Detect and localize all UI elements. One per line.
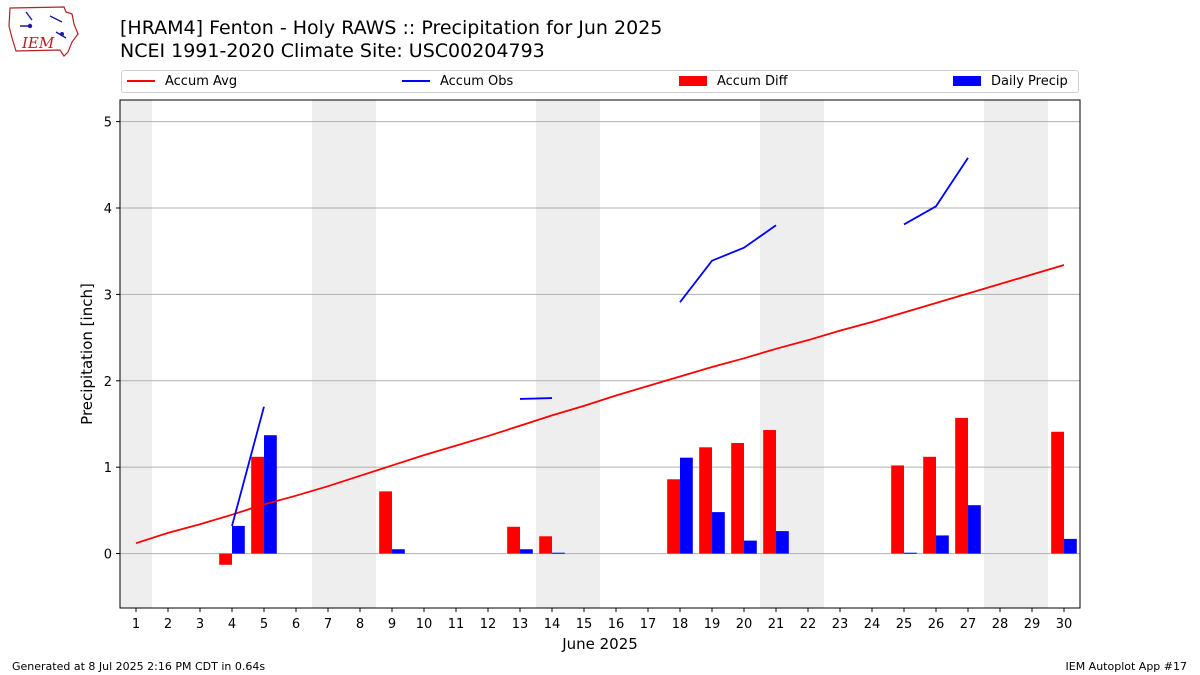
y-tick-label: 1 <box>104 461 112 476</box>
y-tick-label: 2 <box>104 375 112 390</box>
chart-legend: Accum Avg Accum Obs Accum Diff Daily Pre… <box>121 70 1079 93</box>
x-tick-label: 1 <box>132 617 140 632</box>
x-tick-label: 12 <box>480 617 497 632</box>
x-tick-label: 15 <box>576 617 593 632</box>
x-tick-label: 19 <box>704 617 721 632</box>
iem-logo-icon: IEM <box>8 6 79 57</box>
y-tick-label: 5 <box>104 116 112 131</box>
bar-daily-precip <box>392 549 405 554</box>
legend-item-accum-avg: Accum Avg <box>127 74 237 90</box>
legend-swatch-accum-diff <box>679 75 707 86</box>
x-tick-label: 3 <box>196 617 204 632</box>
x-tick-label: 24 <box>864 617 881 632</box>
bar-accum-diff <box>667 479 680 554</box>
bar-daily-precip <box>680 457 693 554</box>
footer-app-text: IEM Autoplot App #17 <box>1065 660 1188 673</box>
bar-daily-precip <box>968 505 981 554</box>
x-tick-label: 13 <box>512 617 529 632</box>
x-tick-label: 8 <box>356 617 364 632</box>
x-tick-label: 30 <box>1056 617 1073 632</box>
legend-label-daily-precip: Daily Precip <box>991 74 1068 89</box>
bar-accum-diff <box>507 526 520 554</box>
bar-daily-precip <box>936 535 949 554</box>
legend-swatch-accum-obs <box>402 79 430 82</box>
bar-accum-diff <box>763 430 776 554</box>
line-accum-obs <box>903 157 969 226</box>
legend-label-accum-avg: Accum Avg <box>165 74 238 89</box>
weekend-band <box>984 100 1016 608</box>
bar-daily-precip <box>776 531 789 554</box>
bar-daily-precip <box>264 435 277 554</box>
x-tick-label: 23 <box>832 617 849 632</box>
x-tick-label: 11 <box>448 617 465 632</box>
svg-text:IEM: IEM <box>21 34 55 52</box>
y-axis-label: Precipitation [inch] <box>78 283 96 425</box>
weekend-band <box>120 100 152 608</box>
bar-daily-precip <box>712 512 725 554</box>
x-tick-label: 4 <box>228 617 236 632</box>
line-accum-obs <box>519 397 553 400</box>
line-accum-obs <box>231 406 265 527</box>
chart-title: [HRAM4] Fenton - Holy RAWS :: Precipitat… <box>120 17 663 39</box>
x-tick-label: 26 <box>928 617 945 632</box>
x-tick-label: 7 <box>324 617 332 632</box>
bar-daily-precip <box>904 552 917 554</box>
x-tick-label: 21 <box>768 617 785 632</box>
bar-accum-diff <box>731 442 744 554</box>
bar-accum-diff <box>379 491 392 554</box>
x-tick-label: 29 <box>1024 617 1041 632</box>
x-tick-label: 16 <box>608 617 625 632</box>
footer-generated-text: Generated at 8 Jul 2025 2:16 PM CDT in 0… <box>12 660 266 673</box>
weekend-band <box>1016 100 1048 608</box>
bar-accum-diff <box>539 536 552 554</box>
x-tick-label: 27 <box>960 617 977 632</box>
x-tick-label: 9 <box>388 617 396 632</box>
x-axis-label: June 2025 <box>561 635 638 653</box>
x-tick-label: 17 <box>640 617 657 632</box>
line-accum-avg <box>135 264 1065 545</box>
x-tick-label: 10 <box>416 617 433 632</box>
weekend-band <box>568 100 600 608</box>
x-tick-label: 18 <box>672 617 689 632</box>
x-tick-label: 22 <box>800 617 817 632</box>
bar-daily-precip <box>744 540 757 554</box>
weekend-band <box>312 100 344 608</box>
bar-accum-diff <box>891 465 904 554</box>
bar-daily-precip <box>232 525 245 554</box>
x-tick-label: 20 <box>736 617 753 632</box>
weekend-band <box>792 100 824 608</box>
legend-swatch-daily-precip <box>953 75 981 86</box>
bar-accum-diff <box>251 456 264 554</box>
x-tick-label: 28 <box>992 617 1009 632</box>
x-tick-label: 25 <box>896 617 913 632</box>
legend-item-accum-obs: Accum Obs <box>402 74 513 90</box>
bar-accum-diff <box>699 447 712 554</box>
weekend-band <box>536 100 568 608</box>
y-tick-label: 4 <box>104 202 112 217</box>
weekend-band <box>344 100 376 608</box>
bar-accum-diff <box>923 456 936 554</box>
bar-accum-diff <box>219 553 232 565</box>
bar-daily-precip <box>552 552 565 554</box>
x-tick-label: 5 <box>260 617 268 632</box>
bar-accum-diff <box>1051 431 1064 554</box>
chart-subtitle: NCEI 1991-2020 Climate Site: USC00204793 <box>120 40 545 62</box>
y-tick-label: 3 <box>104 288 112 303</box>
x-tick-label: 2 <box>164 617 172 632</box>
bar-daily-precip <box>1064 538 1077 554</box>
bar-accum-diff <box>955 417 968 554</box>
x-tick-label: 6 <box>292 617 300 632</box>
legend-label-accum-diff: Accum Diff <box>717 74 788 89</box>
plot-frame <box>119 99 1081 609</box>
legend-label-accum-obs: Accum Obs <box>440 74 514 89</box>
legend-swatch-accum-avg <box>127 79 155 82</box>
y-tick-label: 0 <box>104 548 112 563</box>
x-tick-label: 14 <box>544 617 561 632</box>
line-accum-obs <box>679 224 777 303</box>
legend-item-daily-precip: Daily Precip <box>953 74 1068 90</box>
legend-item-accum-diff: Accum Diff <box>679 74 788 90</box>
bar-daily-precip <box>520 549 533 554</box>
